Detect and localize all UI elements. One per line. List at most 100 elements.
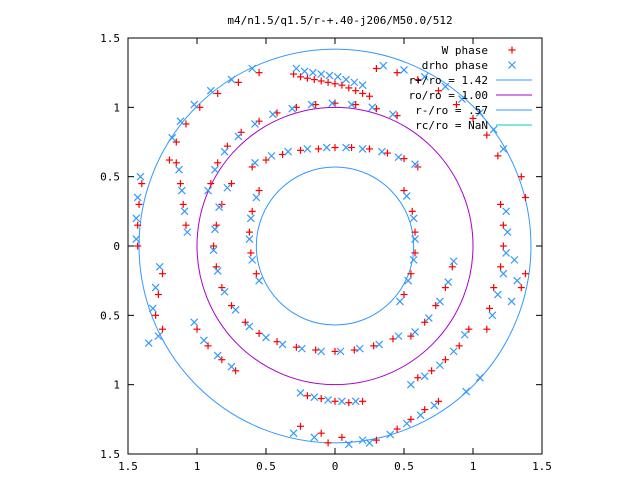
drho-phase-point: [375, 340, 384, 349]
drho-phase-point: [458, 95, 466, 103]
drho-phase-point: [322, 143, 331, 152]
drho-phase-point: [248, 255, 257, 264]
drho-phase-point: [395, 297, 404, 306]
drho-phase-point: [310, 393, 319, 402]
drho-phase-point: [368, 103, 377, 112]
w-phase-point: [228, 180, 235, 188]
drho-phase-point: [223, 183, 232, 192]
chart-title: m4/n1.5/q1.5/r-+.40-j206/M50.0/512: [227, 14, 452, 27]
drho-phase-point: [148, 304, 157, 313]
drho-phase-point: [176, 117, 185, 126]
drho-phase-point: [220, 287, 229, 296]
drho-phase-point: [402, 192, 411, 201]
y-tick-label: 0: [113, 240, 120, 253]
drho-phase-point: [199, 336, 208, 345]
y-tick-label: 1.5: [100, 448, 120, 461]
w-phase-point: [407, 415, 415, 423]
drho-phase-point: [402, 419, 411, 428]
w-phase-point: [297, 73, 304, 81]
w-phase-point: [352, 87, 360, 95]
w-phase-point: [255, 187, 263, 195]
w-phase-point: [172, 138, 180, 146]
drho-phase-point: [358, 145, 367, 153]
w-phase-point: [179, 200, 187, 208]
drho-phase-point: [204, 186, 212, 195]
drho-phase-point: [155, 262, 164, 271]
drho-phase-point: [328, 99, 337, 108]
legend-marker: [508, 61, 516, 69]
drho-phase-point: [209, 246, 218, 255]
w-phase-point: [154, 291, 162, 299]
drho-phase-point: [499, 269, 508, 278]
drho-phase-point: [502, 249, 511, 257]
drho-phase-point: [213, 351, 222, 360]
w-phase-point: [297, 422, 304, 430]
w-phase-point: [465, 325, 473, 333]
drho-phase-point: [144, 339, 153, 347]
w-phase-point: [324, 78, 332, 86]
drho-phase-point: [211, 165, 219, 174]
legend-label: r-/ro = .57: [415, 104, 488, 117]
w-phase-point: [331, 80, 339, 88]
w-phase-point: [303, 74, 311, 82]
y-tick-label: 1: [113, 101, 120, 114]
w-phase-point: [435, 397, 442, 405]
circle-r_minus: [255, 166, 415, 326]
drho-phase-point: [342, 75, 350, 84]
legend: W phase drho phase r+/ro = 1.42 ro/ro = 1.0…: [409, 44, 532, 132]
drho-phase-point: [262, 333, 270, 342]
drho-phase-point: [151, 283, 160, 292]
w-phase-point: [218, 284, 226, 292]
legend-label: r+/ro = 1.42: [409, 74, 488, 87]
w-phase-point: [499, 242, 507, 250]
w-phase-point: [490, 284, 498, 292]
drho-phase-point: [358, 436, 367, 445]
drho-phase-point: [435, 297, 444, 306]
w-phase-point: [411, 228, 419, 236]
w-phase-point: [317, 395, 325, 403]
w-phase-point: [331, 347, 339, 355]
drho-phase-point: [303, 145, 312, 153]
w-phase-point: [324, 439, 332, 447]
w-phase-point: [218, 356, 226, 364]
w-phase-point: [338, 433, 346, 441]
drho-phase-point: [296, 389, 305, 397]
drho-phase-point: [409, 214, 418, 223]
legend-label: drho phase: [422, 59, 488, 72]
x-tick-label: 0.5: [256, 460, 276, 473]
w-phase-point: [407, 270, 415, 278]
w-phase-point: [135, 200, 143, 208]
drho-phase-point: [475, 108, 484, 117]
drho-phase-point: [245, 322, 254, 331]
w-phase-point: [469, 114, 477, 122]
drho-phase-point: [488, 311, 497, 320]
drho-phase-point: [180, 207, 189, 216]
w-phase-point: [393, 69, 401, 77]
drho-phase-point: [347, 100, 356, 109]
w-phase-point: [159, 270, 166, 278]
w-phase-point: [393, 425, 401, 433]
x-tick-label: 1: [194, 460, 201, 473]
y-tick-label: 1: [113, 379, 120, 392]
drho-phase-point: [227, 75, 236, 84]
drho-phase-point: [507, 297, 516, 306]
w-phase-point: [193, 325, 201, 333]
legend-marker: [508, 46, 516, 54]
legend-label: ro/ro = 1.00: [409, 89, 488, 102]
drho-phase-point: [510, 255, 519, 264]
w-phase-point: [331, 144, 339, 152]
w-phase-point: [204, 342, 212, 350]
w-phase-point: [297, 146, 304, 154]
drho-phase-point: [444, 278, 453, 286]
drho-phase-point: [136, 172, 145, 181]
w-phase-point: [432, 302, 440, 310]
x-tick-label: 0.5: [394, 460, 414, 473]
drho-phase-point: [211, 225, 219, 234]
w-phase-point: [494, 152, 502, 160]
drho-phase-point: [227, 362, 236, 371]
drho-phase-point: [284, 147, 293, 156]
drho-phase-point: [462, 387, 471, 396]
w-phase-point: [366, 92, 373, 100]
w-phase-point: [159, 325, 166, 333]
